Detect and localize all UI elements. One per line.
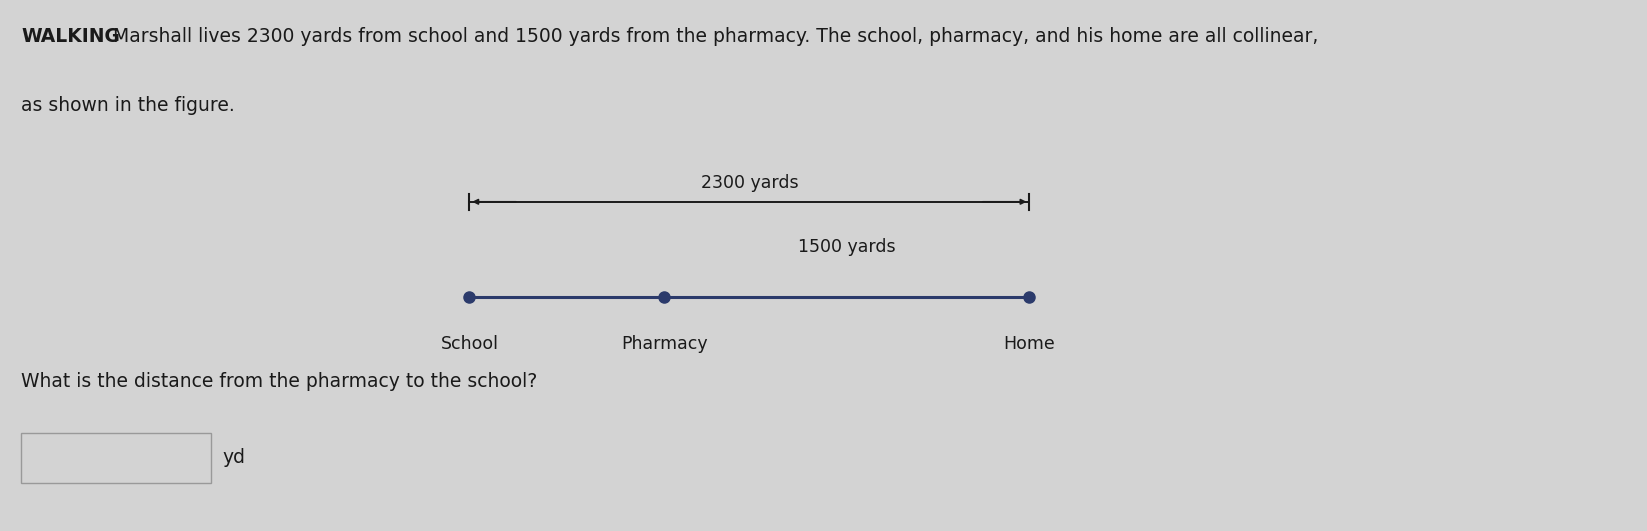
Text: Home: Home [1003,335,1056,353]
Text: yd: yd [222,449,245,467]
Text: as shown in the figure.: as shown in the figure. [21,96,236,115]
Text: 2300 yards: 2300 yards [700,174,799,192]
FancyBboxPatch shape [21,433,211,483]
Text: 1500 yards: 1500 yards [797,238,896,256]
Text: School: School [440,335,499,353]
Text: Marshall lives 2300 yards from school and 1500 yards from the pharmacy. The scho: Marshall lives 2300 yards from school an… [107,27,1319,46]
Text: WALKING: WALKING [21,27,120,46]
Text: What is the distance from the pharmacy to the school?: What is the distance from the pharmacy t… [21,372,537,391]
Text: Pharmacy: Pharmacy [621,335,708,353]
